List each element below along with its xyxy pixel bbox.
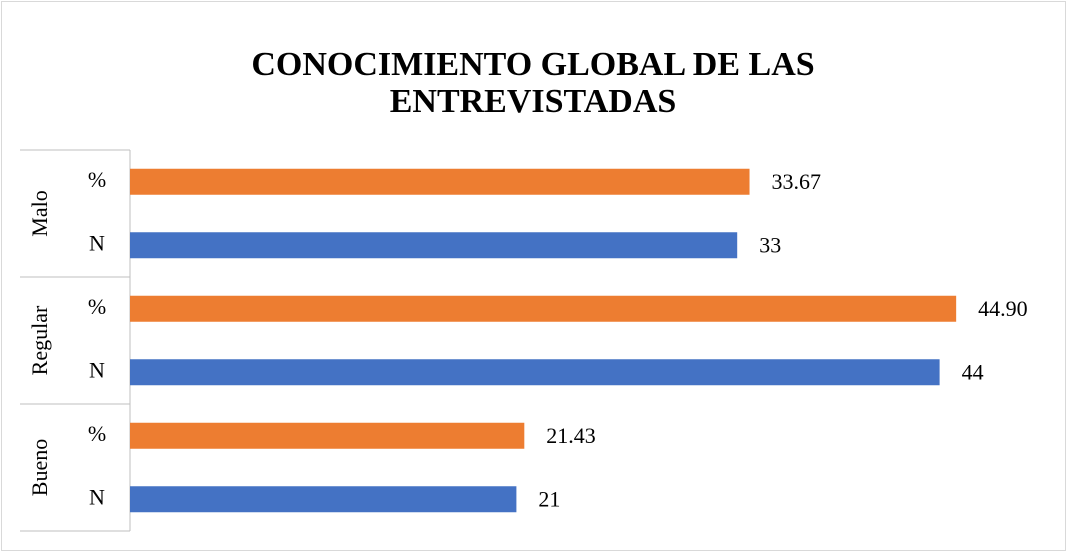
chart-title: CONOCIMIENTO GLOBAL DE LAS ENTREVISTADAS [251,46,815,120]
data-label: 21 [538,486,560,511]
bar [130,486,517,513]
bar [130,422,525,449]
bar [130,295,957,322]
data-label: 33.67 [772,169,822,194]
data-label: 44.90 [978,296,1027,321]
data-label: 44 [962,359,984,384]
group-label: Bueno [27,439,52,496]
y-tick-label: % [88,294,106,319]
y-tick-label: N [89,484,105,509]
y-tick-label: N [89,230,105,255]
data-label: 21.43 [546,423,596,448]
y-tick-label: % [88,421,106,446]
bar [130,359,940,386]
bar [130,232,738,259]
y-tick-label: % [88,167,106,192]
data-label: 33 [759,232,781,257]
group-label: Regular [27,305,52,375]
y-tick-label: N [89,357,105,382]
group-label: Malo [27,190,52,236]
bar [130,168,750,195]
